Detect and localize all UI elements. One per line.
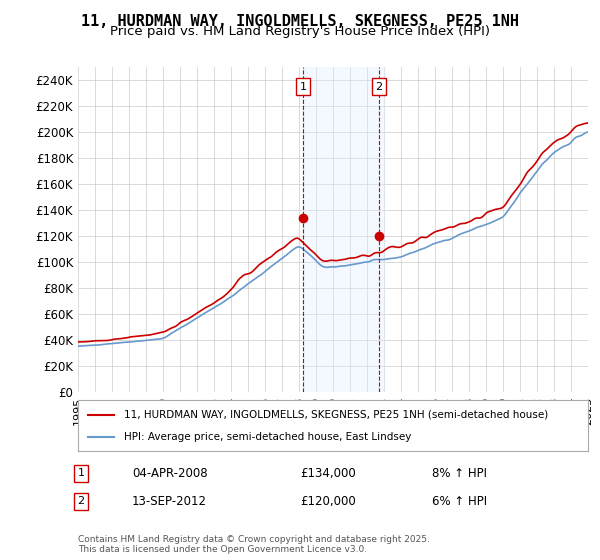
Text: 11, HURDMAN WAY, INGOLDMELLS, SKEGNESS, PE25 1NH: 11, HURDMAN WAY, INGOLDMELLS, SKEGNESS, … (81, 14, 519, 29)
Text: 11, HURDMAN WAY, INGOLDMELLS, SKEGNESS, PE25 1NH (semi-detached house): 11, HURDMAN WAY, INGOLDMELLS, SKEGNESS, … (124, 409, 548, 419)
Bar (303, 67, 384, 392)
Text: £120,000: £120,000 (300, 494, 356, 508)
Text: 8% ↑ HPI: 8% ↑ HPI (432, 466, 487, 480)
Text: 2: 2 (376, 82, 383, 92)
Text: Contains HM Land Registry data © Crown copyright and database right 2025.
This d: Contains HM Land Registry data © Crown c… (78, 535, 430, 554)
Text: HPI: Average price, semi-detached house, East Lindsey: HPI: Average price, semi-detached house,… (124, 432, 411, 442)
Text: 6% ↑ HPI: 6% ↑ HPI (432, 494, 487, 508)
Text: 04-APR-2008: 04-APR-2008 (132, 466, 208, 480)
Text: 13-SEP-2012: 13-SEP-2012 (132, 494, 207, 508)
Text: Price paid vs. HM Land Registry's House Price Index (HPI): Price paid vs. HM Land Registry's House … (110, 25, 490, 38)
Text: 1: 1 (77, 468, 85, 478)
Text: 2: 2 (77, 496, 85, 506)
Text: 1: 1 (300, 82, 307, 92)
Text: £134,000: £134,000 (300, 466, 356, 480)
